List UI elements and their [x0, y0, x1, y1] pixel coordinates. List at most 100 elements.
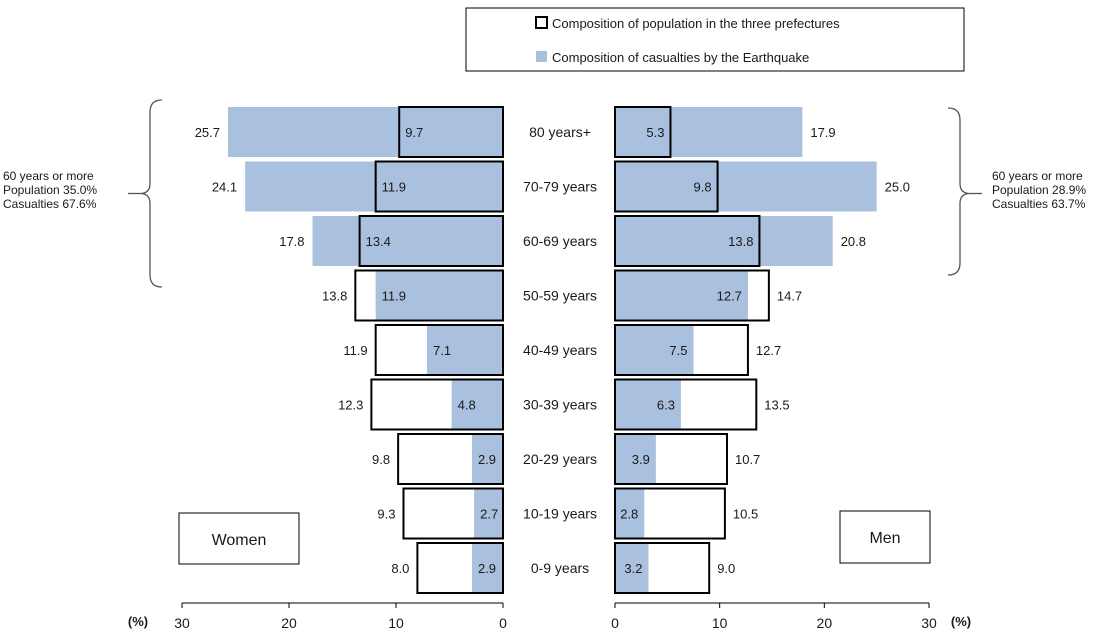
men-inner-value-label: 7.5	[669, 343, 687, 358]
men-casualty-bar	[615, 325, 694, 375]
category-label: 40-49 years	[523, 342, 597, 358]
men-60plus-note: Casualties 63.7%	[992, 197, 1086, 211]
men-outer-value-label: 10.5	[733, 507, 758, 522]
men-population-bar	[614, 542, 711, 594]
women-population-bar	[398, 106, 504, 158]
women-outer-value-label: 17.8	[279, 234, 304, 249]
men-population-bar	[614, 324, 749, 376]
women-inner-value-label: 4.8	[458, 398, 476, 413]
women-60plus-note: Casualties 67.6%	[3, 197, 97, 211]
women-panel-label: Women	[212, 532, 267, 549]
women-inner-value-label: 7.1	[433, 343, 451, 358]
men-outer-value-label: 20.8	[841, 234, 866, 249]
women-outer-value-label: 9.8	[372, 452, 390, 467]
women-casualty-bar	[312, 216, 503, 266]
women-population-bar	[358, 215, 504, 267]
men-inner-value-label: 3.2	[624, 561, 642, 576]
men-outer-value-label: 14.7	[777, 289, 802, 304]
category-label: 0-9 years	[531, 560, 589, 576]
women-casualty-bar	[474, 488, 503, 539]
men-casualty-bar	[615, 216, 833, 266]
men-inner-value-label: 13.8	[728, 234, 753, 249]
women-inner-value-label: 11.9	[382, 180, 406, 195]
men-inner-value-label: 5.3	[646, 125, 664, 140]
men-tick-label: 10	[712, 615, 728, 631]
women-outer-value-label: 13.8	[322, 289, 347, 304]
category-label: 80 years+	[529, 124, 591, 140]
women-population-bar	[402, 487, 504, 540]
men-outer-value-label: 12.7	[756, 343, 781, 358]
men-outer-value-label: 17.9	[810, 125, 835, 140]
men-outer-value-label: 9.0	[717, 561, 735, 576]
women-60plus-note: Population 35.0%	[3, 183, 97, 197]
women-inner-value-label: 11.9	[382, 289, 406, 304]
women-inner-value-label: 9.7	[405, 125, 423, 140]
men-population-bar	[614, 215, 761, 267]
women-casualty-bar	[471, 434, 503, 484]
men-population-bar	[614, 433, 728, 485]
women-casualty-bar	[245, 161, 503, 212]
category-label: 10-19 years	[523, 506, 597, 522]
women-bracket	[139, 99, 163, 288]
category-label: 60-69 years	[523, 233, 597, 249]
men-panel-label: Men	[869, 530, 900, 547]
men-outer-value-label: 13.5	[764, 398, 789, 413]
women-population-bar	[374, 324, 505, 376]
men-inner-value-label: 6.3	[657, 398, 675, 413]
women-casualty-bar	[427, 325, 503, 375]
men-population-bar	[614, 487, 726, 540]
men-casualty-bar	[615, 161, 877, 212]
women-population-bar	[354, 269, 504, 322]
legend-population-swatch	[535, 16, 548, 29]
men-inner-value-label: 12.7	[717, 289, 742, 304]
women-population-bar	[416, 542, 504, 594]
category-label: 70-79 years	[523, 179, 597, 195]
men-bracket	[947, 107, 971, 276]
men-tick-label: 20	[817, 615, 833, 631]
men-axis-unit: (%)	[951, 614, 971, 629]
men-casualty-bar	[615, 270, 748, 321]
category-label: 50-59 years	[523, 288, 597, 304]
legend-population-label: Composition of population in the three p…	[552, 16, 840, 31]
women-casualty-bar	[375, 270, 503, 321]
men-inner-value-label: 9.8	[693, 180, 711, 195]
bars	[228, 106, 877, 594]
women-60plus-note: 60 years or more	[3, 169, 94, 183]
axes: 30 20 10 0 0 10 20 30 (%) (%)	[128, 602, 971, 631]
men-casualty-bar	[615, 379, 681, 430]
category-label: 30-39 years	[523, 397, 597, 413]
women-population-bar	[397, 433, 505, 485]
women-tick-label: 0	[499, 615, 507, 631]
women-tick-label: 20	[281, 615, 297, 631]
men-outer-value-label: 25.0	[885, 180, 910, 195]
men-60plus-note: 60 years or more	[992, 169, 1083, 183]
women-population-bar	[370, 378, 505, 431]
women-panel-box	[178, 512, 300, 565]
men-casualty-bar	[615, 488, 645, 539]
men-casualty-bar	[615, 543, 649, 593]
women-casualty-bar	[451, 379, 503, 430]
men-tick-label: 0	[611, 615, 619, 631]
legend-casualties-label: Composition of casualties by the Earthqu…	[552, 50, 809, 65]
women-outer-value-label: 9.3	[377, 507, 395, 522]
men-60plus-note: Population 28.9%	[992, 183, 1086, 197]
data-labels: 25.7 9.7 17.9 5.3 80 years+ 24.1 11.9 25.0 9.8 70…	[195, 124, 910, 576]
women-inner-value-label: 13.4	[366, 234, 391, 249]
men-population-bar	[614, 106, 672, 158]
legend: Composition of population in the three p…	[465, 7, 965, 72]
legend-frame	[465, 7, 965, 72]
women-casualty-bar	[471, 543, 503, 593]
women-inner-value-label: 2.9	[478, 452, 496, 467]
women-population-bar	[374, 160, 505, 213]
men-casualty-bar	[615, 434, 656, 484]
men-panel-box	[839, 510, 931, 564]
women-inner-value-label: 2.9	[478, 561, 496, 576]
women-outer-value-label: 11.9	[343, 343, 367, 358]
category-label: 20-29 years	[523, 451, 597, 467]
women-outer-value-label: 8.0	[391, 561, 409, 576]
men-inner-value-label: 2.8	[620, 507, 638, 522]
women-tick-label: 10	[388, 615, 404, 631]
